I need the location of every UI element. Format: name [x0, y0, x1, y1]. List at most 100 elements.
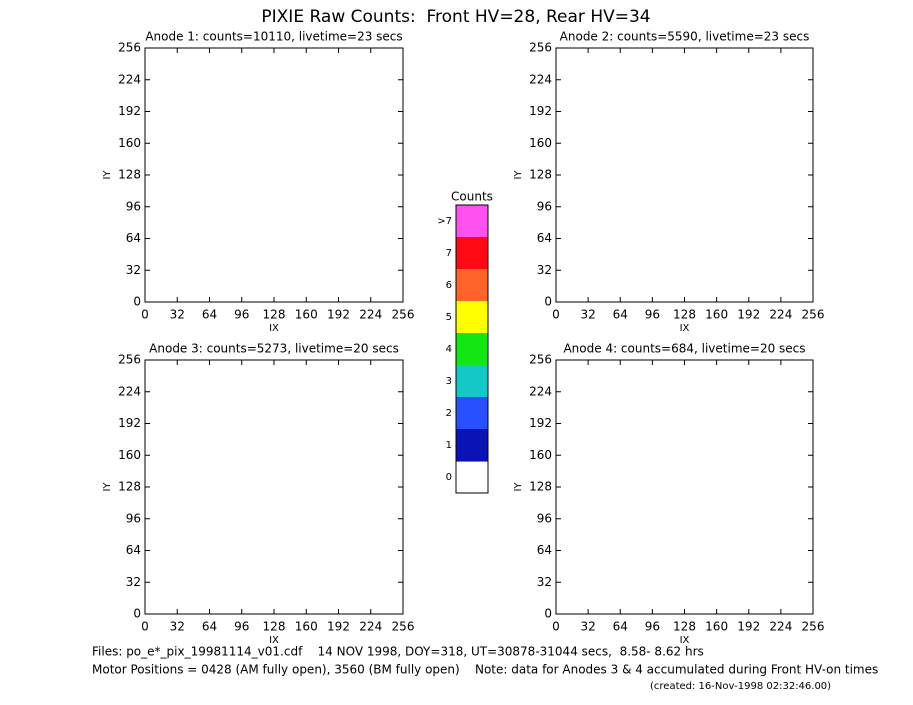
panel-title: Anode 3: counts=5273, livetime=20 secs — [149, 342, 399, 356]
x-tick-label: 128 — [263, 308, 286, 322]
y-tick-label: 224 — [529, 72, 552, 86]
y-tick-label: 128 — [118, 168, 141, 182]
y-tick-label: 224 — [118, 384, 141, 398]
y-tick-label: 160 — [529, 136, 552, 150]
x-tick-label: 256 — [392, 308, 415, 322]
y-axis-label: IY — [102, 170, 113, 180]
panel-title: Anode 1: counts=10110, livetime=23 secs — [145, 30, 402, 44]
x-tick-label: 160 — [295, 620, 318, 634]
y-tick-label: 160 — [118, 448, 141, 462]
x-tick-label: 32 — [170, 620, 185, 634]
colorbar-swatch — [455, 460, 489, 494]
y-axis-label: IY — [513, 482, 524, 492]
colorbar-title: Counts — [451, 190, 493, 204]
y-tick-label: 0 — [544, 607, 552, 621]
x-tick-label: 160 — [705, 620, 728, 634]
x-tick-label: 64 — [613, 620, 628, 634]
plot-frame — [144, 359, 404, 615]
x-tick-label: 256 — [802, 308, 825, 322]
page-title: PIXIE Raw Counts: Front HV=28, Rear HV=3… — [261, 7, 650, 27]
y-tick-label: 64 — [126, 543, 141, 557]
y-tick-label: 32 — [126, 263, 141, 277]
x-tick-label: 160 — [295, 308, 318, 322]
y-tick-label: 256 — [118, 41, 141, 55]
y-tick-label: 32 — [537, 575, 552, 589]
x-tick-label: 96 — [645, 620, 660, 634]
colorbar-label: >7 — [437, 216, 452, 227]
x-tick-label: 224 — [769, 308, 792, 322]
x-tick-label: 32 — [170, 308, 185, 322]
y-tick-label: 96 — [537, 511, 552, 525]
y-tick-label: 32 — [126, 575, 141, 589]
x-tick-label: 32 — [580, 620, 595, 634]
y-tick-label: 160 — [529, 448, 552, 462]
x-tick-label: 224 — [769, 620, 792, 634]
x-tick-label: 224 — [359, 620, 382, 634]
y-tick-label: 64 — [537, 231, 552, 245]
colorbar-label: 6 — [446, 280, 452, 291]
colorbar-label: 7 — [446, 248, 452, 259]
colorbar-label: 0 — [446, 472, 452, 483]
plot-frame — [555, 47, 814, 303]
colorbar-swatch — [456, 269, 488, 301]
y-tick-label: 192 — [118, 416, 141, 430]
x-tick-label: 128 — [263, 620, 286, 634]
y-tick-label: 160 — [118, 136, 141, 150]
x-tick-label: 160 — [705, 308, 728, 322]
colorbar-frame — [455, 204, 489, 494]
y-tick-label: 0 — [544, 295, 552, 309]
y-tick-label: 224 — [118, 72, 141, 86]
y-tick-label: 256 — [529, 41, 552, 55]
x-tick-label: 64 — [613, 308, 628, 322]
colorbar-label: 1 — [446, 440, 452, 451]
colorbar-swatch — [456, 333, 488, 365]
colorbar-swatch — [456, 237, 488, 269]
colorbar-swatch — [456, 301, 488, 333]
y-tick-label: 256 — [529, 353, 552, 367]
y-tick-label: 0 — [133, 607, 141, 621]
y-tick-label: 96 — [537, 199, 552, 213]
colorbar-swatch — [456, 429, 488, 461]
x-tick-label: 256 — [802, 620, 825, 634]
x-tick-label: 0 — [552, 308, 560, 322]
y-axis-label: IY — [513, 170, 524, 180]
y-tick-label: 64 — [537, 543, 552, 557]
y-tick-label: 224 — [529, 384, 552, 398]
y-tick-label: 192 — [118, 104, 141, 118]
x-axis-label: IX — [269, 323, 279, 334]
y-tick-label: 32 — [537, 263, 552, 277]
x-tick-label: 192 — [327, 308, 350, 322]
x-tick-label: 96 — [645, 308, 660, 322]
x-tick-label: 192 — [737, 308, 760, 322]
y-tick-label: 128 — [529, 480, 552, 494]
y-axis-label: IY — [102, 482, 113, 492]
plot-frame — [555, 359, 814, 615]
colorbar-label: 3 — [446, 376, 452, 387]
panel-title: Anode 4: counts=684, livetime=20 secs — [563, 342, 805, 356]
x-tick-label: 256 — [392, 620, 415, 634]
x-tick-label: 0 — [141, 308, 149, 322]
x-tick-label: 128 — [673, 308, 696, 322]
x-tick-label: 0 — [552, 620, 560, 634]
x-tick-label: 128 — [673, 620, 696, 634]
colorbar-swatch — [456, 205, 488, 237]
x-tick-label: 0 — [141, 620, 149, 634]
colorbar-label: 5 — [446, 312, 452, 323]
x-axis-label: IX — [269, 635, 279, 646]
x-axis-label: IX — [680, 635, 690, 646]
y-tick-label: 96 — [126, 511, 141, 525]
x-tick-label: 96 — [234, 308, 249, 322]
x-tick-label: 32 — [580, 308, 595, 322]
y-tick-label: 0 — [133, 295, 141, 309]
y-tick-label: 64 — [126, 231, 141, 245]
colorbar-swatch — [456, 397, 488, 429]
colorbar-label: 4 — [446, 344, 452, 355]
y-tick-label: 192 — [529, 416, 552, 430]
footer-created: (created: 16-Nov-1998 02:32:46.00) — [650, 681, 831, 692]
y-tick-label: 192 — [529, 104, 552, 118]
x-tick-label: 96 — [234, 620, 249, 634]
x-tick-label: 224 — [359, 308, 382, 322]
x-tick-label: 64 — [202, 620, 217, 634]
x-tick-label: 192 — [737, 620, 760, 634]
